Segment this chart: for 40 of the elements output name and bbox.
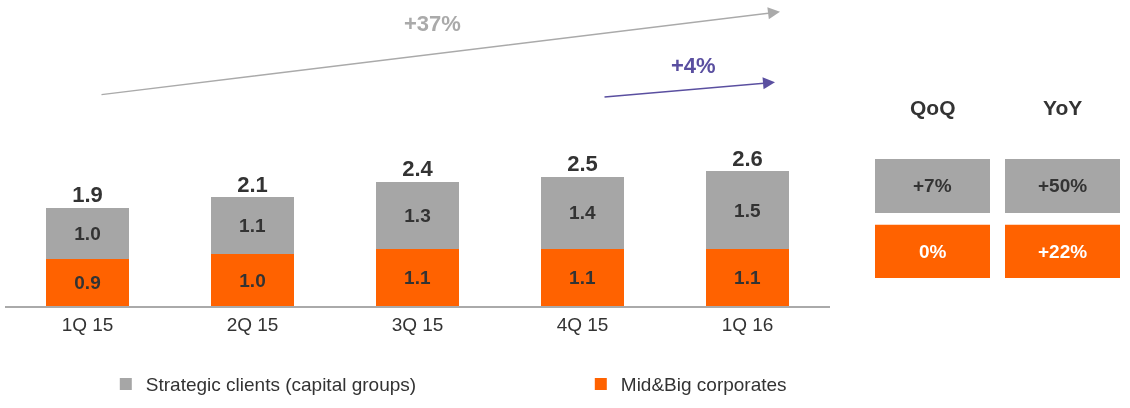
data-label: 0.9 (74, 272, 101, 294)
data-label: 1.4 (569, 202, 596, 224)
x-tick-label: 4Q 15 (556, 313, 609, 335)
bar (541, 249, 624, 306)
text: +7% (913, 175, 952, 196)
data-label: 1.0 (239, 269, 266, 291)
x-tick-label: 1Q 15 (61, 313, 114, 335)
legend-label: Mid&Big corporates (620, 374, 787, 396)
bar (376, 249, 459, 306)
x-tick-label: 3Q 15 (391, 313, 444, 335)
data-label: 1.1 (239, 215, 266, 237)
x-tick-label: 1Q 16 (721, 313, 774, 335)
bar (211, 254, 294, 306)
legend-label: Strategic clients (capital groups) (145, 374, 417, 396)
bar (541, 176, 624, 250)
text: +22% (1038, 241, 1088, 262)
text: +37% (404, 11, 461, 36)
total-label: 2.6 (732, 145, 763, 171)
text: YoY (1043, 96, 1083, 119)
data-label: 1.0 (74, 223, 101, 245)
data-label: 1.1 (404, 267, 431, 289)
data-label: 1.1 (734, 267, 761, 289)
bar (211, 197, 294, 255)
bar (706, 249, 789, 306)
total-label: 2.4 (402, 156, 434, 182)
data-label: 1.5 (734, 199, 761, 221)
total-label: 2.1 (237, 171, 268, 197)
data-label: 1.3 (404, 204, 431, 226)
text: 0% (919, 241, 947, 262)
total-label: 2.5 (567, 151, 598, 177)
bar (376, 181, 459, 250)
total-label: 1.9 (72, 182, 103, 208)
text: QoQ (910, 96, 956, 119)
bar (46, 259, 129, 306)
x-tick-label: 2Q 15 (226, 313, 279, 335)
bar (46, 207, 129, 260)
data-label: 1.1 (569, 267, 596, 289)
text: +50% (1038, 175, 1088, 196)
text: +4% (671, 53, 716, 78)
bar (706, 171, 789, 250)
